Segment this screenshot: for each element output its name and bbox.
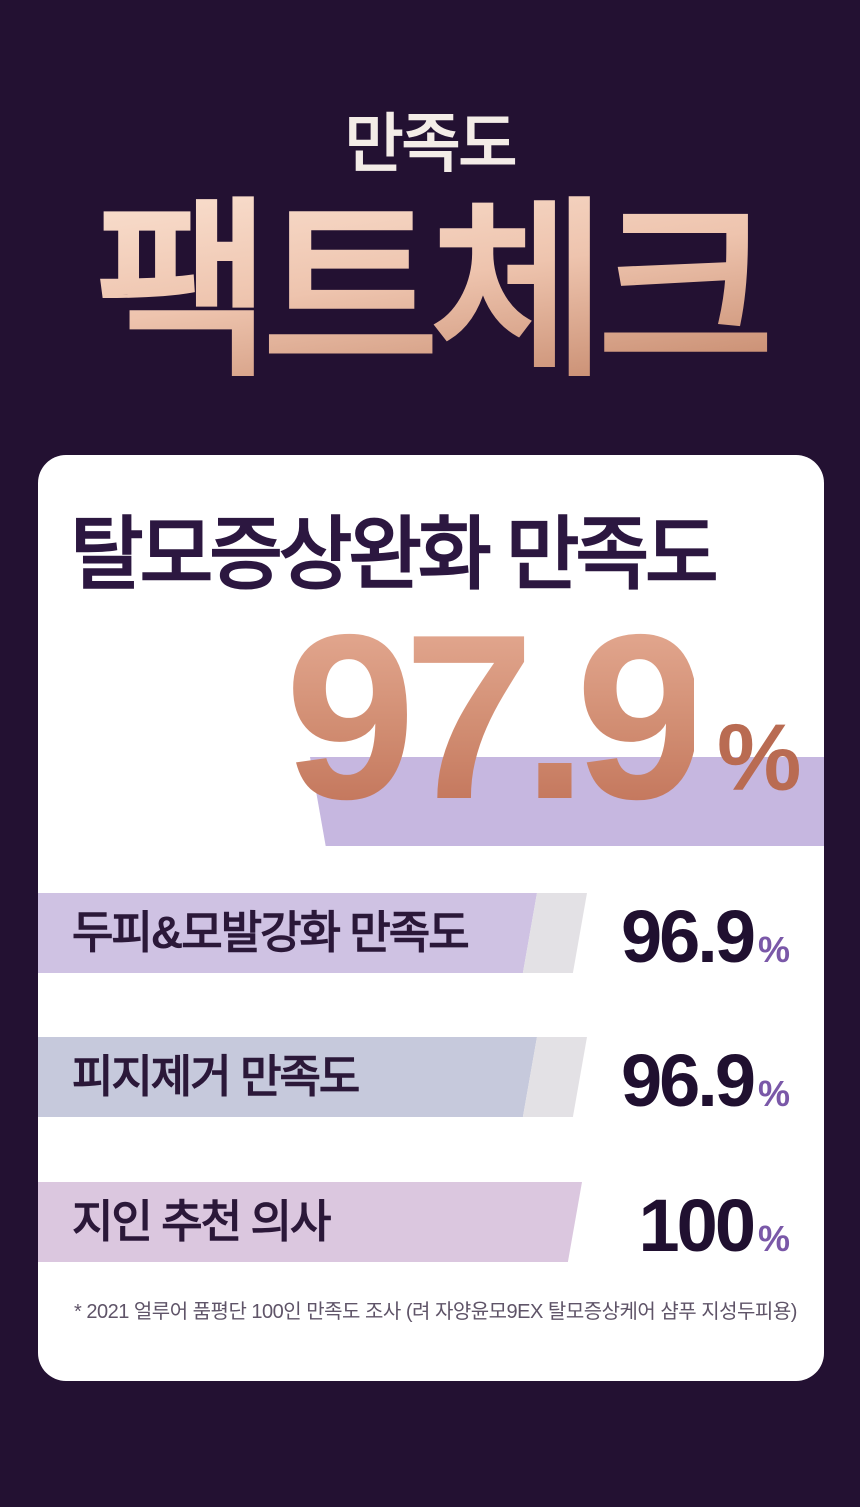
hero-unit: % <box>717 705 802 811</box>
row-value-group: 96.9% <box>621 897 790 977</box>
row-value: 96.9 <box>620 895 756 978</box>
stat-row: 두피&모발강화 만족도 96.9% <box>38 893 824 977</box>
row-value: 96.9 <box>620 1039 756 1122</box>
row-value: 100 <box>638 1184 756 1267</box>
row-label: 피지제거 만족도 <box>72 1051 360 1102</box>
stat-row: 피지제거 만족도 96.9% <box>38 1037 824 1121</box>
header-subtitle: 만족도 <box>344 108 518 180</box>
row-label: 두피&모발강화 만족도 <box>72 907 470 958</box>
row-unit: % <box>757 1073 790 1114</box>
hero-value: 97.9 <box>285 585 706 848</box>
stats-card: 탈모증상완화 만족도 97.9 % 두피&모발강화 만족도 96.9% 피지제거… <box>38 455 824 1381</box>
stat-row: 지인 추천 의사 100% <box>38 1182 824 1266</box>
header-title: 팩트체크 <box>0 196 860 388</box>
row-unit: % <box>757 929 790 970</box>
footnote: * 2021 얼루어 품평단 100인 만족도 조사 (려 자양윤모9EX 탈모… <box>74 1301 797 1323</box>
row-unit: % <box>757 1218 790 1259</box>
card-heading: 탈모증상완화 만족도 <box>70 510 719 599</box>
row-value-group: 96.9% <box>621 1041 790 1121</box>
row-value-group: 100% <box>639 1186 790 1266</box>
row-label: 지인 추천 의사 <box>72 1196 331 1247</box>
